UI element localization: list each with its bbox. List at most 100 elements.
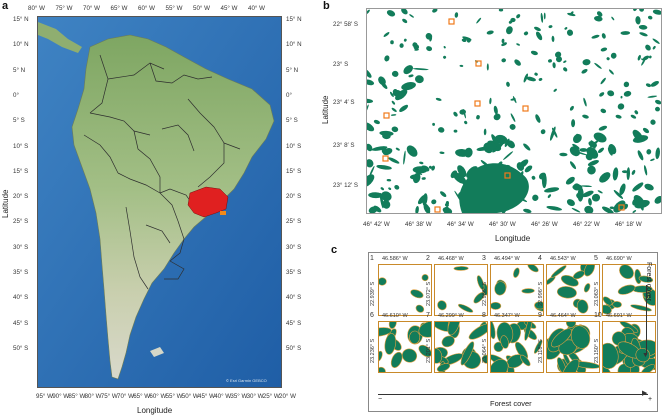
panel-a-xlabel: Longitude xyxy=(137,406,173,415)
forest-patch xyxy=(435,97,442,101)
forest-patch xyxy=(392,89,398,94)
forest-patch xyxy=(608,69,614,75)
thumbnail-latitude: 23.150° S xyxy=(594,338,600,363)
forest-patch xyxy=(450,170,458,179)
forest-patch xyxy=(634,110,639,115)
thumbnail-forest-patch xyxy=(551,328,572,348)
forest-patch xyxy=(507,140,515,149)
thumbnail-forest-patch xyxy=(436,363,451,372)
forest-patch xyxy=(641,58,644,61)
central-america xyxy=(38,22,82,53)
thumbnail-forest-patch xyxy=(550,265,567,278)
panel-b-letter: b xyxy=(323,0,330,12)
thumbnail-forest-patch xyxy=(641,364,655,372)
forest-patch xyxy=(406,145,418,157)
forest-patch xyxy=(638,24,648,30)
lat-tick-b: 23° 12′ S xyxy=(333,182,358,189)
forest-patch xyxy=(650,81,659,87)
forest-patch xyxy=(655,147,660,160)
thumbnail-forest-patch xyxy=(460,341,475,366)
lat-tick-left: 0° xyxy=(13,91,19,99)
forest-patch xyxy=(596,11,603,17)
thumbnail-forest-patch xyxy=(603,304,612,315)
thumbnail-latitude: 22.939° S xyxy=(370,281,376,306)
forest-patch xyxy=(383,32,390,37)
side-arrow-head: ▼ xyxy=(642,352,649,359)
forest-patch xyxy=(632,182,644,192)
forest-patch xyxy=(523,143,531,151)
thumbnail-forest-patch xyxy=(513,267,520,278)
lon-tick-b: 46° 26′ W xyxy=(531,221,558,228)
forest-thumbnail xyxy=(378,264,432,316)
forest-patch xyxy=(367,9,370,15)
thumbnail-forest-patch xyxy=(379,366,386,372)
forest-patches xyxy=(367,9,661,213)
forest-patch xyxy=(532,194,539,201)
forest-patch xyxy=(565,176,575,185)
lon-tick-bottom: 70° W xyxy=(117,393,134,400)
lon-tick-bottom: 85° W xyxy=(68,393,86,400)
forest-patch xyxy=(632,210,637,213)
lat-tick-left: 20° S xyxy=(13,193,29,201)
forest-patch xyxy=(476,17,482,24)
forest-thumbnail xyxy=(546,321,600,373)
forest-patch xyxy=(569,105,574,111)
lat-tick-left: 25° S xyxy=(13,218,29,226)
forest-patch xyxy=(633,9,637,11)
lat-tick-left: 40° S xyxy=(13,294,29,302)
forest-patch xyxy=(590,140,596,149)
forest-patch xyxy=(647,95,658,98)
forest-patch xyxy=(395,147,400,151)
forest-patch xyxy=(531,175,536,180)
lat-tick-left: 35° S xyxy=(13,269,29,276)
forest-patch xyxy=(652,38,660,44)
lon-tick-bottom: 80° W xyxy=(84,393,102,400)
forest-patch xyxy=(600,108,607,114)
forest-patch xyxy=(394,184,400,190)
forest-patch xyxy=(571,119,576,128)
thumbnail-longitude: 46.299° W xyxy=(438,313,464,319)
forest-patch xyxy=(652,9,661,15)
forest-patch xyxy=(577,187,584,202)
thumbnail-longitude: 46.543° W xyxy=(550,256,576,262)
thumbnail-forest-patch xyxy=(570,325,591,349)
sample-location-marker xyxy=(383,112,390,119)
forest-patch xyxy=(389,91,394,98)
forest-patch xyxy=(523,208,532,213)
thumbnail-forest-patch xyxy=(468,323,487,340)
lon-tick-b: 46° 18′ W xyxy=(615,221,642,228)
forest-patch xyxy=(391,126,399,133)
thumbnail-forest-patch xyxy=(458,303,474,313)
forest-patch xyxy=(580,185,593,188)
forest-patch xyxy=(483,128,487,136)
forest-patch xyxy=(623,81,630,88)
forest-patch xyxy=(648,55,652,59)
lon-tick-top: 50° W xyxy=(193,5,210,12)
thumbnail-latitude: 23.072° S xyxy=(426,281,432,306)
lon-tick-top: 40° W xyxy=(248,5,265,12)
thumbnail-forest-patch xyxy=(491,322,496,340)
thumbnail-forest-patch xyxy=(565,322,576,328)
forest-patch xyxy=(647,15,653,20)
thumbnail-forest-patch xyxy=(379,350,383,362)
panel-a-ylabel: Latitude xyxy=(1,189,10,218)
lat-tick-left: 15° S xyxy=(13,167,29,175)
thumbnail-latitude: 22.996° S xyxy=(538,281,544,306)
forest-patch xyxy=(645,44,651,51)
thumbnail-forest-patch xyxy=(494,281,507,296)
forest-patch xyxy=(563,67,568,72)
forest-patch xyxy=(428,165,432,169)
lon-tick-top: 80° W xyxy=(28,5,45,12)
forest-patch xyxy=(601,33,606,39)
lat-tick-b: 23° S xyxy=(333,61,349,68)
forest-patch xyxy=(493,105,498,115)
forest-patch xyxy=(412,42,418,48)
forest-patch xyxy=(587,159,599,167)
forest-patch xyxy=(535,114,541,123)
forest-thumbnail xyxy=(434,321,488,373)
forest-patch xyxy=(597,147,605,154)
thumbnail-forest-patch xyxy=(390,351,403,368)
thumbnail-number: 1 xyxy=(370,255,374,262)
forest-patch xyxy=(534,26,541,32)
lon-tick-top: 70° W xyxy=(83,5,100,12)
